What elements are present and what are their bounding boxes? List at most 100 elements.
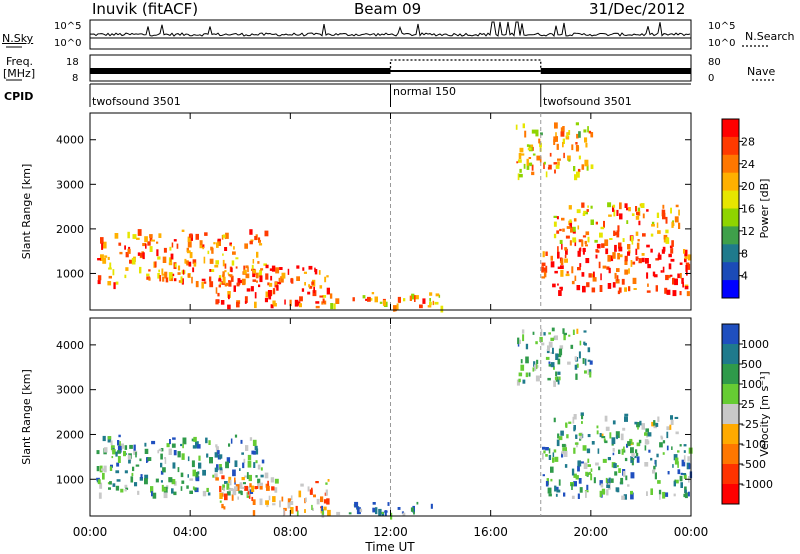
velocity-cell: [112, 483, 116, 487]
power-cell: [188, 233, 193, 238]
velocity-cell: [323, 499, 327, 504]
velocity-cell: [558, 436, 563, 441]
velocity-cell: [541, 342, 545, 346]
power-cell: [553, 221, 557, 227]
velocity-colorbar-label: 25: [741, 398, 755, 411]
velocity-cell: [171, 488, 174, 494]
velocity-cell: [257, 478, 261, 484]
power-cell: [108, 267, 112, 270]
velocity-cell: [219, 500, 222, 503]
velocity-cell: [683, 474, 687, 479]
velocity-cell: [683, 450, 686, 453]
power-cell: [251, 264, 254, 271]
power-cell: [230, 275, 234, 282]
velocity-cell: [215, 446, 219, 453]
nsky-series-line: [89, 21, 691, 37]
velocity-cell: [166, 443, 170, 448]
velocity-cell: [552, 452, 555, 457]
power-cell: [638, 220, 641, 226]
power-cell: [222, 253, 224, 256]
velocity-cell: [133, 444, 136, 452]
power-cell: [603, 220, 605, 228]
velocity-cell: [525, 372, 528, 378]
velocity-cell: [673, 493, 676, 497]
velocity-cell: [271, 486, 275, 491]
velocity-cell: [252, 499, 256, 505]
velocity-cell: [214, 473, 218, 479]
power-cell: [584, 240, 587, 245]
power-cell: [658, 252, 660, 257]
power-cell: [679, 291, 682, 296]
power-cell: [181, 278, 184, 285]
power-cell: [624, 287, 627, 292]
power-cell: [578, 248, 581, 255]
velocity-cell: [584, 358, 587, 366]
velocity-cell: [144, 448, 149, 454]
velocity-cell: [397, 507, 401, 510]
power-cell: [311, 281, 315, 285]
velocity-cell: [307, 486, 310, 492]
power-cell: [630, 236, 633, 242]
power-cell: [195, 233, 199, 240]
velocity-cell: [563, 334, 566, 341]
velocity-cell: [135, 451, 137, 458]
velocity-cell: [624, 457, 628, 462]
power-cell: [252, 259, 255, 264]
velocity-cell: [255, 460, 258, 464]
power-cell: [571, 144, 574, 151]
power-cell: [630, 260, 633, 267]
freq-band-twofsound-2: [540, 68, 691, 74]
power-cell: [523, 163, 526, 169]
cpid-label: CPID: [4, 90, 34, 103]
power-cell: [254, 301, 257, 309]
velocity-cell: [543, 332, 546, 336]
velocity-cell: [596, 430, 599, 435]
velocity-cell: [251, 450, 255, 455]
power-cell: [129, 259, 133, 264]
velocity-cell: [683, 444, 687, 447]
power-cell: [555, 132, 557, 139]
velocity-cell: [215, 477, 219, 481]
power-cell: [124, 274, 127, 279]
power-cell: [532, 153, 536, 156]
power-cell: [274, 282, 277, 285]
velocity-cell: [553, 366, 555, 370]
power-cell: [616, 268, 620, 272]
power-cell: [564, 258, 568, 263]
velocity-cell: [571, 468, 575, 476]
velocity-cell: [580, 461, 584, 464]
velocity-cell: [214, 452, 219, 458]
power-cell: [577, 225, 580, 230]
power-cell: [652, 271, 656, 277]
velocity-cell: [587, 464, 591, 467]
power-cell: [586, 282, 590, 288]
velocity-cell: [576, 363, 579, 368]
velocity-cell: [542, 474, 545, 477]
power-cell: [661, 249, 665, 254]
power-cell: [618, 246, 623, 252]
power-cell: [239, 279, 244, 284]
power-cell: [156, 241, 159, 244]
power-cell: [517, 159, 522, 163]
power-cell: [585, 244, 588, 247]
velocity-cell: [96, 450, 100, 455]
velocity-cell: [300, 483, 304, 487]
power-cell: [562, 228, 565, 232]
velocity-cell: [553, 449, 557, 453]
power-cell: [650, 233, 654, 237]
velocity-cell: [545, 481, 549, 487]
velocity-cell: [550, 466, 554, 473]
power-cell: [631, 213, 635, 216]
power-cell: [225, 232, 229, 239]
velocity-cell: [410, 507, 414, 512]
velocity-cell: [181, 453, 185, 460]
velocity-cell: [195, 476, 200, 482]
power-cell: [235, 257, 239, 260]
velocity-cell: [234, 486, 238, 491]
power-cell: [627, 244, 631, 250]
velocity-cell: [578, 478, 582, 484]
power-cell: [149, 246, 153, 252]
velocity-cell: [671, 446, 673, 450]
power-cell: [672, 290, 677, 297]
